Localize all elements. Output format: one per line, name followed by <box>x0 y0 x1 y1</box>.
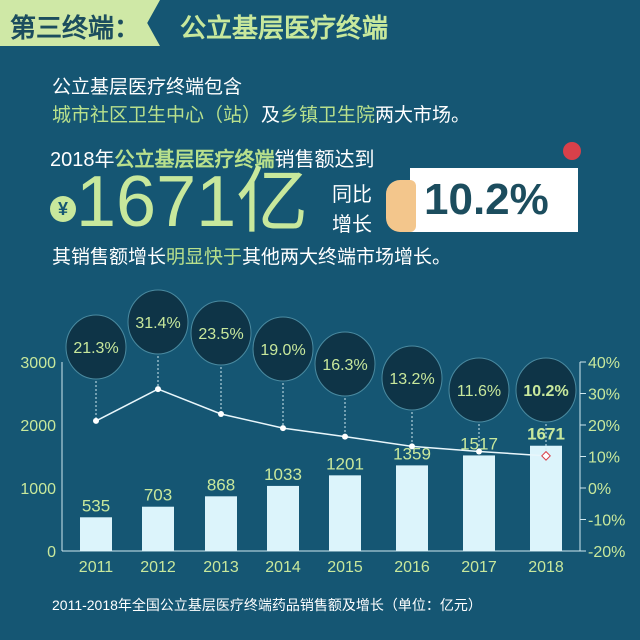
growth-bubble <box>314 331 376 397</box>
growth-line <box>95 388 547 457</box>
right-tick-label: -10% <box>588 513 625 530</box>
sales-amount: 1671亿 <box>76 162 309 242</box>
headline-highlight: 公立基层医疗终端 <box>114 149 275 171</box>
ribbon-icon <box>563 142 581 160</box>
hand-icon <box>386 180 416 232</box>
growth-label: 10.2% <box>523 383 568 400</box>
right-tick-label: 10% <box>588 450 620 467</box>
bar <box>396 465 428 551</box>
right-tick-label: 20% <box>588 418 620 435</box>
intro-line2: 城市社区卫生中心（站）及乡镇卫生院两大市场。 <box>52 100 470 127</box>
intro-text: 及 <box>261 105 281 126</box>
summary-a: 其销售额增长 <box>52 247 167 268</box>
growth-point <box>155 386 161 393</box>
x-tick-label: 2017 <box>461 559 497 576</box>
bar <box>329 475 361 551</box>
growth-point <box>218 410 224 417</box>
growth-bubble <box>515 357 577 423</box>
left-tick-label: 1000 <box>20 481 56 498</box>
headline: 2018年公立基层医疗终端销售额达到 <box>50 143 375 172</box>
intro-text-end: 两大市场。 <box>375 105 471 126</box>
left-tick-label: 3000 <box>20 355 56 372</box>
yoy-label-2: 增长 <box>332 214 372 236</box>
growth-bubble <box>448 357 510 423</box>
bar <box>142 506 174 551</box>
growth-value: 10.2% <box>424 175 549 224</box>
x-tick-label: 2018 <box>528 559 564 576</box>
growth-label: 19.0% <box>260 342 305 359</box>
growth-bubble <box>252 316 314 382</box>
growth-label: 31.4% <box>135 315 180 332</box>
growth-label: 13.2% <box>389 371 434 388</box>
growth-label: 11.6% <box>457 383 501 400</box>
growth-label: 23.5% <box>198 326 243 343</box>
bar-value-label: 1671 <box>527 425 565 444</box>
bar <box>205 496 237 551</box>
bar <box>267 485 299 551</box>
right-tick-label: 40% <box>588 355 620 372</box>
growth-point <box>280 425 286 432</box>
yoy-label-1: 同比 <box>332 184 372 206</box>
summary: 其销售额增长明显快于其他两大终端市场增长。 <box>52 242 451 269</box>
right-tick-label: 0% <box>588 481 611 498</box>
intro-highlight-1: 城市社区卫生中心（站） <box>52 105 262 126</box>
bar-value-label: 868 <box>207 475 235 494</box>
right-tick-label: -20% <box>588 544 625 561</box>
bar-value-label: 1201 <box>326 454 364 473</box>
summary-highlight: 明显快于 <box>166 247 243 268</box>
bar-value-label: 1359 <box>393 444 431 463</box>
x-tick-label: 2012 <box>140 559 176 576</box>
page-title: 公立基层医疗终端 <box>180 13 389 43</box>
x-tick-label: 2016 <box>394 559 430 576</box>
growth-bubble <box>190 300 252 366</box>
growth-card: 10.2% <box>410 168 578 232</box>
right-tick-label: 30% <box>588 387 620 404</box>
x-tick-label: 2013 <box>203 559 239 576</box>
growth-bubble <box>381 345 443 411</box>
chart-caption: 2011-2018年全国公立基层医疗终端药品销售额及增长（单位：亿元） <box>52 597 482 613</box>
x-tick-label: 2015 <box>327 559 363 576</box>
growth-bubble <box>127 289 189 355</box>
intro-line1: 公立基层医疗终端包含 <box>52 77 243 98</box>
left-tick-label: 2000 <box>20 418 56 435</box>
bar-value-label: 1517 <box>460 434 498 453</box>
growth-point <box>476 448 482 455</box>
growth-point <box>409 443 415 450</box>
header-label: 第三终端： <box>10 13 141 43</box>
bar <box>530 445 562 551</box>
headline-suffix: 销售额达到 <box>274 149 375 171</box>
header-banner: 第三终端： <box>0 0 160 46</box>
bar-value-label: 703 <box>144 486 172 505</box>
bar-value-label: 535 <box>82 496 110 515</box>
bar-value-label: 1033 <box>264 465 302 484</box>
summary-c: 其他两大终端市场增长。 <box>242 247 452 268</box>
x-tick-label: 2014 <box>265 559 301 576</box>
x-tick-label: 2011 <box>79 559 114 576</box>
intro-highlight-2: 乡镇卫生院 <box>280 105 376 126</box>
headline-year: 2018年 <box>50 149 115 171</box>
bar <box>80 517 112 551</box>
bar <box>463 455 495 551</box>
left-tick-label: 0 <box>47 544 56 561</box>
growth-bubble <box>65 314 127 380</box>
growth-label: 21.3% <box>73 340 118 357</box>
growth-point <box>342 433 348 440</box>
growth-label: 16.3% <box>322 357 367 374</box>
yen-icon: ¥ <box>50 196 76 222</box>
growth-point <box>93 417 99 424</box>
growth-point <box>541 450 551 461</box>
